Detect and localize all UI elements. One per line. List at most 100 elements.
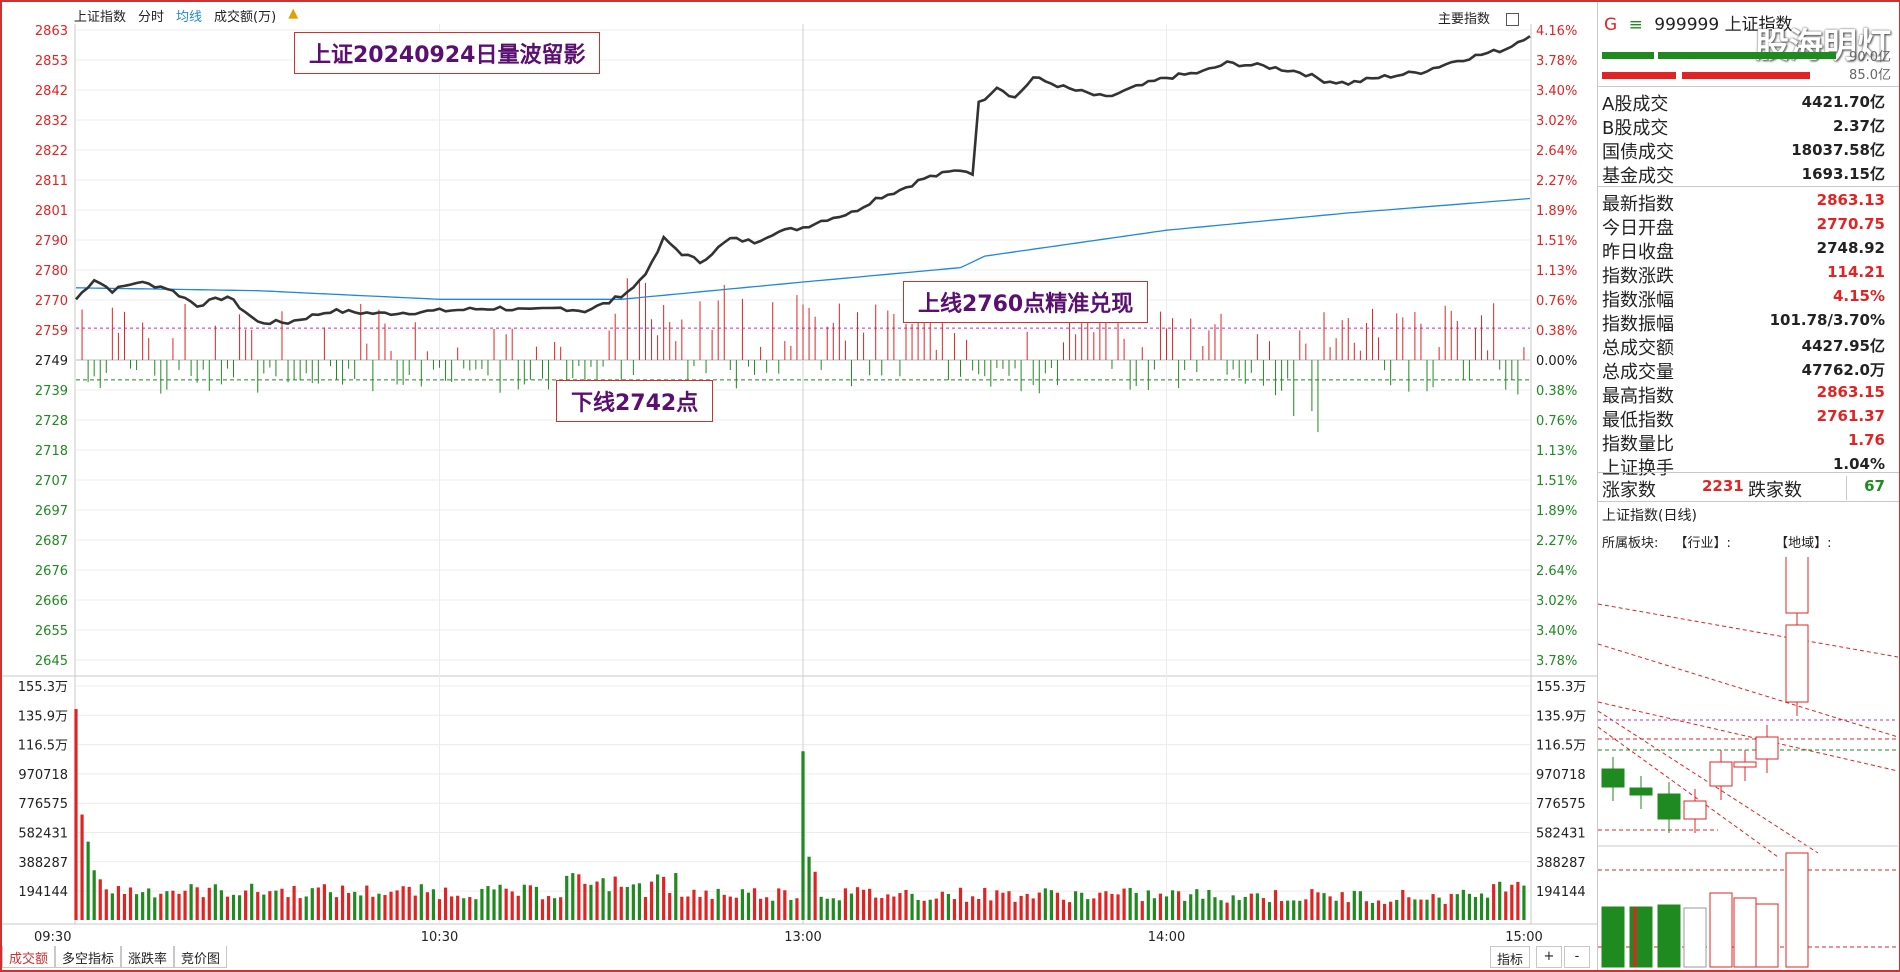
intraday-chart[interactable]: 2863 2853 2842 2832 2822 2811 2801 2790 2780 2770… <box>0 0 1598 972</box>
volume-axis-label: 155.3万 <box>18 680 68 695</box>
volume-bar <box>1376 900 1381 920</box>
left-axis-label: 2676 <box>35 564 68 579</box>
volume-bar <box>74 709 78 920</box>
volume-axis-label: 116.5万 <box>18 739 68 754</box>
volume-bar <box>546 896 551 920</box>
volume-bar <box>153 897 157 920</box>
volume-bar <box>92 870 96 920</box>
tab-long-short[interactable]: 多空指标 <box>55 946 122 968</box>
volume-bar <box>474 899 478 920</box>
volume-bar <box>389 891 393 920</box>
left-axis-label: 2687 <box>35 534 68 549</box>
volume-bar <box>1037 892 1041 920</box>
annotation-title: 上证20240924日量波留影 <box>294 32 601 74</box>
right-axis-label: 2.27% <box>1536 534 1577 549</box>
sector-industry[interactable]: 【行业】: <box>1674 536 1731 551</box>
volume-bar <box>1267 902 1272 920</box>
volume-bar <box>704 890 708 920</box>
left-axis-label: 2666 <box>35 594 68 609</box>
volume-bar <box>110 893 114 920</box>
volume-bar <box>849 893 854 920</box>
volume-bar <box>1504 891 1508 920</box>
volume-bar <box>1492 884 1496 920</box>
right-axis-label: 1.51% <box>1536 234 1577 249</box>
volume-bar <box>225 896 230 920</box>
zoom-out-button[interactable]: - <box>1564 946 1590 968</box>
volume-bar <box>498 884 502 920</box>
intraday-mode-button[interactable]: 分时 <box>138 10 165 25</box>
sell-bar <box>1602 72 1676 79</box>
volume-bar <box>274 890 278 920</box>
main-index-button[interactable]: 主要指数 <box>1438 8 1520 27</box>
avg-line-toggle[interactable]: 均线 <box>176 10 203 25</box>
tab-auction[interactable]: 竞价图 <box>174 946 228 968</box>
left-axis-label: 2853 <box>35 54 68 69</box>
volume-bar <box>1013 901 1017 920</box>
left-axis-label: 2811 <box>35 174 68 189</box>
volume-bar <box>122 894 127 920</box>
stat-label: 指数涨幅 <box>1602 290 1674 311</box>
trend-line <box>1598 710 1819 854</box>
candle-body <box>1657 793 1681 820</box>
right-axis-label: 3.40% <box>1536 84 1577 99</box>
stat-label: B股成交 <box>1602 118 1669 139</box>
volume-bar <box>322 884 326 920</box>
separator <box>1846 476 1847 500</box>
volume-bar <box>1273 890 1278 920</box>
right-axis-label: 3.78% <box>1536 54 1577 69</box>
volume-bar <box>983 887 987 920</box>
volume-bar <box>1298 900 1302 920</box>
volume-bar <box>237 895 242 920</box>
left-axis-label: 2780 <box>35 264 68 279</box>
volume-bar <box>256 892 260 920</box>
bar-scale-bottom: 85.0亿 <box>1849 68 1891 83</box>
panel-toggle-icon[interactable] <box>1506 13 1520 26</box>
stat-label: 指数振幅 <box>1602 314 1674 335</box>
volume-bar <box>334 897 339 920</box>
volume-bar <box>1346 902 1350 920</box>
volume-bar <box>1334 900 1338 920</box>
volume-bar <box>1401 889 1405 920</box>
left-axis-label: 2739 <box>35 384 68 399</box>
right-axis-label: 1.13% <box>1536 444 1577 459</box>
volume-axis-label: 582431 <box>18 827 68 842</box>
stat-row: 最高指数 2863.15 <box>1598 382 1895 407</box>
left-axis-label: 2697 <box>35 504 68 519</box>
menu-icon[interactable]: ≡ <box>1628 15 1643 35</box>
daily-volume-bar <box>1709 892 1733 968</box>
left-price-axis: 2863 2853 2842 2832 2822 2811 2801 2790 2780 2770… <box>35 24 68 669</box>
indicator-button[interactable]: 指标 <box>1490 946 1530 968</box>
stat-row: 指数涨跌 114.21 <box>1598 262 1895 287</box>
daily-kline-chart[interactable] <box>1598 557 1898 969</box>
candle-body <box>1709 761 1733 787</box>
tab-advance-decline[interactable]: 涨跌率 <box>121 946 175 968</box>
volume-bar <box>492 889 496 920</box>
candle-body <box>1785 557 1809 614</box>
stat-label: 总成交额 <box>1602 338 1674 359</box>
volume-bar <box>1025 893 1029 920</box>
volume-bar <box>1207 889 1211 920</box>
volume-bar <box>347 892 351 920</box>
daily-chart-title: 上证指数(日线) <box>1602 508 1697 524</box>
volume-bar <box>407 886 411 920</box>
left-axis-label: 2759 <box>35 324 68 339</box>
volume-bar <box>1213 897 1217 920</box>
volume-bar <box>1455 894 1459 920</box>
daily-volume-bar <box>1683 907 1707 968</box>
volume-bar <box>1304 899 1308 920</box>
volume-bar <box>765 897 769 920</box>
bell-icon[interactable]: ▲ <box>288 6 299 21</box>
tab-turnover[interactable]: 成交额 <box>2 946 56 968</box>
stat-value: 101.78/3.70% <box>1769 311 1885 329</box>
volume-bar <box>159 893 163 920</box>
stat-label: 国债成交 <box>1602 142 1674 163</box>
stat-value: 2863.15 <box>1816 383 1885 401</box>
volume-bar <box>662 876 666 920</box>
volume-axis-label: 155.3万 <box>1536 680 1586 695</box>
sector-region[interactable]: 【地域】: <box>1775 536 1832 551</box>
volume-bar <box>98 879 102 920</box>
volume-bar <box>304 896 308 920</box>
zoom-in-button[interactable]: + <box>1536 946 1562 968</box>
volume-bar <box>989 900 993 920</box>
volume-bar <box>510 891 514 920</box>
